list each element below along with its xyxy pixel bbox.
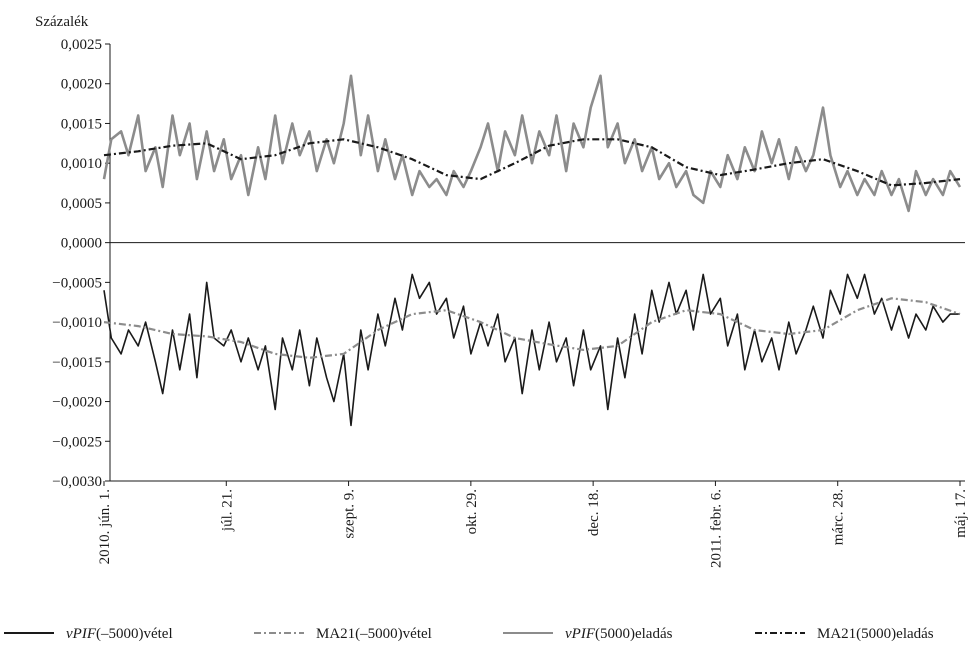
y-axis-label: Százalék xyxy=(35,14,89,30)
x-tick-label: szept. 9. xyxy=(342,489,358,539)
legend-label-italic: vPIF xyxy=(66,626,97,642)
x-tick-label: 2010. jún. 1. xyxy=(97,489,113,564)
legend-label-2: vPIF(5000)eladás xyxy=(565,626,673,642)
y-tick-label: 0,0020 xyxy=(61,77,102,93)
legend-label-0: vPIF(–5000)vétel xyxy=(66,626,173,642)
legend-label-italic: vPIF xyxy=(565,626,596,642)
legend-label-1: MA21(–5000)vétel xyxy=(316,626,432,642)
legend-label-rest: (–5000)vétel xyxy=(96,626,173,642)
y-tick-label: 0,0010 xyxy=(61,156,102,172)
x-tick-label: máj. 17. xyxy=(953,489,969,538)
series-line-0 xyxy=(103,273,960,427)
series-layer xyxy=(102,74,962,427)
x-tick-label: márc. 28. xyxy=(831,489,847,545)
legend: vPIF(–5000)vétel MA21(–5000)vétel vPIF(500… xyxy=(4,626,934,642)
y-tick-label: −0,0025 xyxy=(52,434,102,450)
y-tick-label: 0,0000 xyxy=(61,236,102,252)
y-tick-label: −0,0020 xyxy=(52,395,102,411)
series-line-2 xyxy=(102,74,962,213)
legend-label-3: MA21(5000)eladás xyxy=(817,626,934,642)
x-axis: 2010. jún. 1. júl. 21. szept. 9. okt. 29. de… xyxy=(97,480,969,568)
y-tick-label: 0,0025 xyxy=(61,37,102,53)
series-line-1 xyxy=(103,297,961,359)
x-tick-label: dec. 18. xyxy=(586,489,602,536)
y-tick-label: −0,0030 xyxy=(52,474,102,490)
legend-label-rest: (5000)eladás xyxy=(595,626,673,642)
x-tick-label: okt. 29. xyxy=(464,489,480,534)
y-axis: 0,0025 0,0020 0,0015 0,0010 0,0005 0,0000 −0,0… xyxy=(52,37,965,490)
y-tick-label: 0,0005 xyxy=(61,196,102,212)
y-tick-label: 0,0015 xyxy=(61,116,102,132)
y-tick-label: −0,0005 xyxy=(52,275,102,291)
y-tick-label: −0,0015 xyxy=(52,355,102,371)
x-tick-label: 2011. febr. 6. xyxy=(708,489,724,568)
x-tick-label: júl. 21. xyxy=(219,489,235,532)
y-tick-label: −0,0010 xyxy=(52,315,102,331)
